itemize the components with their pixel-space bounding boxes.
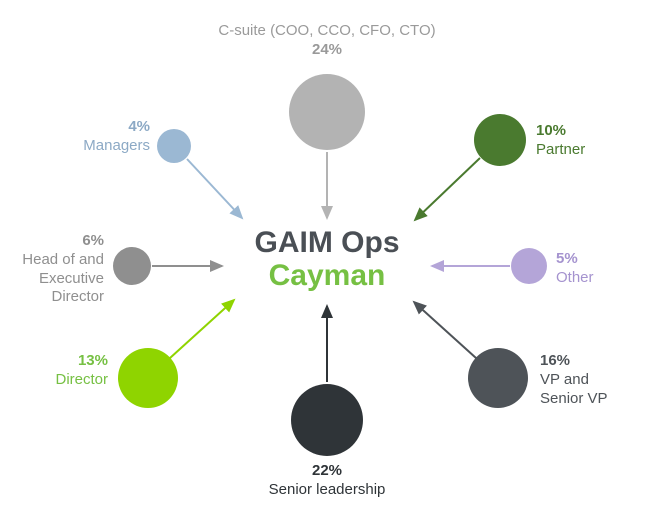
node-label-vp: 16%VP andSenior VP [540,352,608,408]
arrow-managers [187,159,242,218]
center-title: GAIM Ops Cayman [254,226,399,292]
node-circle-csuite [289,74,365,150]
arrow-partner [415,158,480,220]
node-label-csuite: C-suite (COO, CCO, CFO, CTO)24% [218,22,435,60]
node-circle-managers [157,129,191,163]
node-circle-partner [474,114,526,166]
node-label-director: 13%Director [55,352,108,390]
node-circle-vp [468,348,528,408]
node-label-other: 5%Other [556,250,594,288]
node-circle-senior-leadership [291,384,363,456]
node-label-partner: 10%Partner [536,122,585,160]
center-title-line1: GAIM Ops [254,226,399,259]
node-label-senior-leadership: 22%Senior leadership [269,462,386,500]
node-label-head-of: 6%Head of andExecutiveDirector [22,232,104,307]
arrow-vp [414,302,476,358]
arrow-director [170,300,234,358]
node-circle-director [118,348,178,408]
node-label-managers: 4%Managers [83,118,150,156]
center-title-line2: Cayman [254,259,399,292]
node-circle-other [511,248,547,284]
node-circle-head-of [113,247,151,285]
